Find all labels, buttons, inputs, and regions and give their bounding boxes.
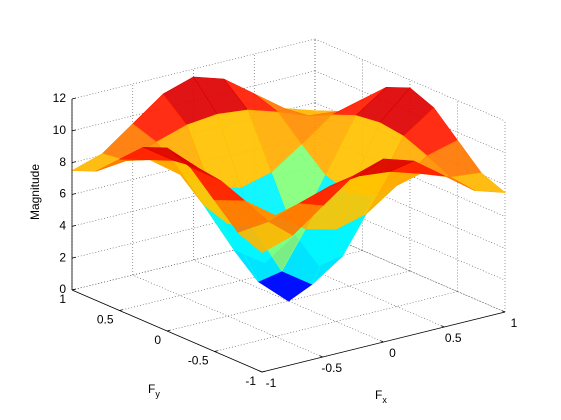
y-tick <box>166 329 171 332</box>
z-tick-label: 10 <box>53 123 67 137</box>
x-tick <box>380 340 384 343</box>
z-tick <box>71 288 77 291</box>
z-tick-label: 6 <box>59 187 66 201</box>
x-tick-label: 0 <box>389 346 396 360</box>
surface-patch <box>237 221 293 253</box>
z-tick-label: 0 <box>59 282 66 296</box>
z-tick <box>71 97 77 100</box>
y-tick-label: 0.5 <box>97 313 114 327</box>
z-tick <box>71 129 77 132</box>
x-tick-label: 0.5 <box>445 331 462 345</box>
surface <box>70 76 506 302</box>
x-tick-label: 1 <box>511 316 518 330</box>
x-tick-label: -0.5 <box>321 361 342 375</box>
y-tick-label: 0 <box>154 333 161 347</box>
z-tick <box>71 256 77 259</box>
z-tick <box>71 161 77 164</box>
y-tick-label: -0.5 <box>188 354 209 368</box>
x-tick <box>501 310 506 313</box>
x-axis-label: Fx <box>375 388 387 405</box>
x-tick-label: -1 <box>266 376 277 390</box>
y-tick <box>214 350 218 352</box>
y-axis-label: Fy <box>148 382 160 399</box>
z-tick-label: 2 <box>59 250 66 264</box>
z-axis-label: Magnitude <box>28 164 42 220</box>
z-tick-label: 12 <box>53 91 67 105</box>
y-label-sub: y <box>155 389 160 399</box>
x-label-sub: x <box>382 395 387 405</box>
z-tick <box>71 224 77 227</box>
z-tick <box>71 193 77 195</box>
x-tick <box>258 370 263 373</box>
y-label-main: F <box>148 382 155 396</box>
z-tick-label: 8 <box>59 155 66 169</box>
y-tick-label: 1 <box>59 292 66 306</box>
z-tick-label: 4 <box>59 219 66 233</box>
y-tick-label: -1 <box>245 374 256 388</box>
x-tick <box>441 325 445 328</box>
x-tick <box>319 355 323 358</box>
y-tick <box>119 309 123 311</box>
x-label-main: F <box>375 388 382 402</box>
y-tick <box>261 370 266 373</box>
